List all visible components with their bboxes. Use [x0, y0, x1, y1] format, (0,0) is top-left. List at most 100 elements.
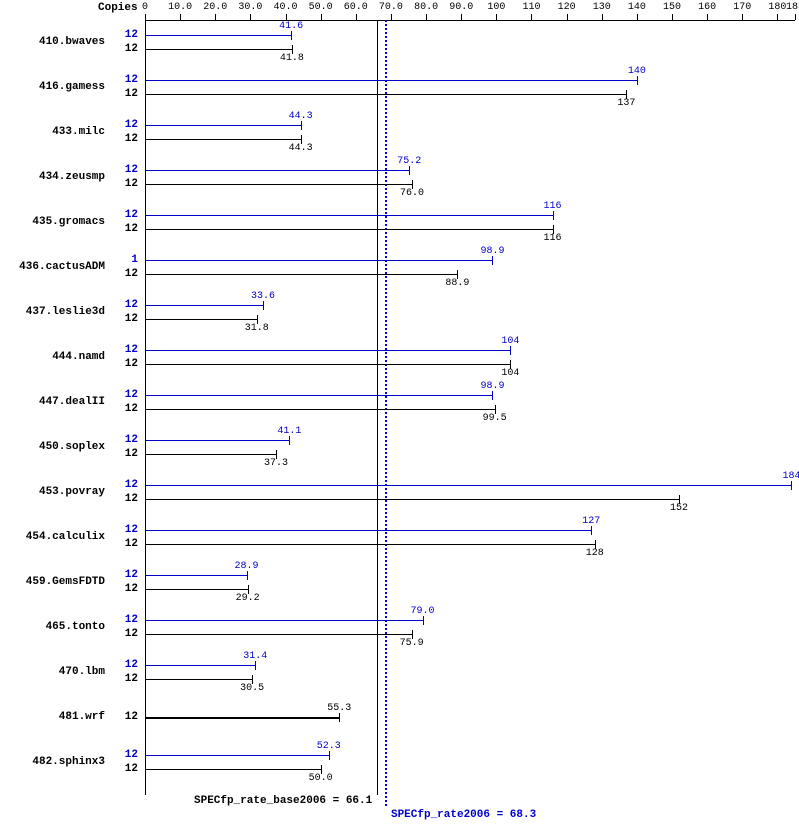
bar-peak [145, 260, 492, 261]
benchmark-label: 447.dealII [5, 396, 105, 408]
bar-peak [145, 350, 510, 351]
value-peak: 75.2 [397, 156, 421, 167]
bar-peak-end [492, 391, 493, 400]
bar-peak [145, 485, 791, 486]
bar-base [145, 769, 321, 770]
value-peak: 116 [544, 201, 562, 212]
x-tick-label: 160 [698, 2, 716, 13]
x-tick [672, 14, 673, 20]
bar-peak [145, 35, 291, 36]
copies-base: 12 [118, 43, 138, 55]
x-tick [567, 14, 568, 20]
x-tick [286, 14, 287, 20]
x-tick [180, 14, 181, 20]
copies-base: 12 [118, 88, 138, 100]
copies-base: 12 [118, 223, 138, 235]
bar-base [145, 364, 510, 365]
copies-base: 12 [118, 628, 138, 640]
value-base: 50.0 [309, 773, 333, 784]
value-base: 128 [586, 548, 604, 559]
value-peak: 184 [782, 471, 799, 482]
summary-base-label: SPECfp_rate_base2006 = 66.1 [167, 795, 372, 807]
x-tick-label: 70.0 [379, 2, 403, 13]
x-tick-label: 170 [733, 2, 751, 13]
x-tick [496, 14, 497, 20]
copies-peak: 12 [118, 119, 138, 131]
benchmark-label: 416.gamess [5, 81, 105, 93]
value-peak: 41.1 [277, 426, 301, 437]
x-axis-line [145, 20, 795, 21]
value-peak: 33.6 [251, 291, 275, 302]
bar-base [145, 454, 276, 455]
bar-peak-end [289, 436, 290, 445]
value-peak: 52.3 [317, 741, 341, 752]
value-peak: 31.4 [243, 651, 267, 662]
copies-peak: 12 [118, 29, 138, 41]
bar-peak-end [255, 661, 256, 670]
value-peak: 44.3 [289, 111, 313, 122]
value-base: 29.2 [236, 593, 260, 604]
x-tick-label: 10.0 [168, 2, 192, 13]
bar-peak [145, 665, 255, 666]
bar-peak-end [637, 76, 638, 85]
benchmark-label: 482.sphinx3 [5, 756, 105, 768]
copies-peak: 12 [118, 524, 138, 536]
copies-peak: 1 [118, 254, 138, 266]
bar-base [145, 679, 252, 680]
x-tick [250, 14, 251, 20]
x-tick [426, 14, 427, 20]
copies-base: 12 [118, 493, 138, 505]
x-tick-label: 120 [558, 2, 576, 13]
copies-peak: 12 [118, 569, 138, 581]
benchmark-label: 436.cactusADM [5, 261, 105, 273]
value-base: 44.3 [289, 143, 313, 154]
x-tick-label: 60.0 [344, 2, 368, 13]
copies-base: 12 [118, 268, 138, 280]
bar-peak [145, 125, 301, 126]
bar-base [145, 544, 595, 545]
value-base: 75.9 [400, 638, 424, 649]
axis-title-copies: Copies [98, 2, 138, 14]
benchmark-label: 454.calculix [5, 531, 105, 543]
ref-line-base [377, 20, 378, 795]
x-tick-label: 50.0 [309, 2, 333, 13]
bar-peak-end [329, 751, 330, 760]
x-tick [777, 14, 778, 20]
bar-peak-end [510, 346, 511, 355]
x-tick [531, 14, 532, 20]
bar-base-end [339, 713, 340, 722]
bar-peak-end [423, 616, 424, 625]
bar-base [145, 229, 553, 230]
copies-peak: 12 [118, 659, 138, 671]
benchmark-label: 453.povray [5, 486, 105, 498]
benchmark-label: 470.lbm [5, 666, 105, 678]
copies-peak: 12 [118, 614, 138, 626]
bar-peak-end [591, 526, 592, 535]
value-peak: 98.9 [480, 381, 504, 392]
bar-peak-end [791, 481, 792, 490]
bar-peak [145, 530, 591, 531]
bar-base [145, 139, 301, 140]
x-tick [215, 14, 216, 20]
bar-peak [145, 755, 329, 756]
copies-peak: 12 [118, 209, 138, 221]
value-base: 31.8 [245, 323, 269, 334]
value-base: 76.0 [400, 188, 424, 199]
copies-base: 12 [118, 448, 138, 460]
bar-peak [145, 395, 492, 396]
benchmark-label: 450.soplex [5, 441, 105, 453]
value-peak: 79.0 [411, 606, 435, 617]
x-tick [707, 14, 708, 20]
copies-peak: 12 [118, 749, 138, 761]
benchmark-label: 410.bwaves [5, 36, 105, 48]
bar-peak [145, 305, 263, 306]
x-tick-label: 20.0 [203, 2, 227, 13]
value-peak: 140 [628, 66, 646, 77]
x-tick-label: 140 [628, 2, 646, 13]
spec-rate-chart: Copies010.020.030.040.050.060.070.080.09… [0, 0, 799, 831]
bar-base [145, 49, 292, 50]
value-base: 30.5 [240, 683, 264, 694]
benchmark-label: 444.namd [5, 351, 105, 363]
bar-peak [145, 215, 553, 216]
x-tick [321, 14, 322, 20]
